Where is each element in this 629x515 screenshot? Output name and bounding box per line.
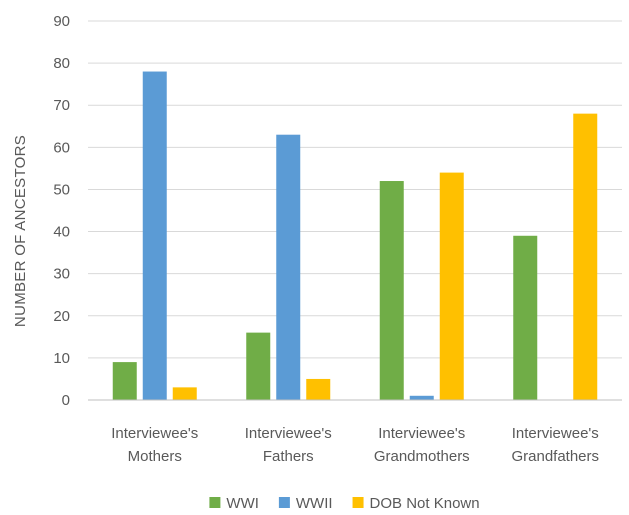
y-tick-label: 30 (53, 266, 70, 283)
legend-label: DOB Not Known (370, 495, 480, 512)
x-category-label: Interviewee's (512, 425, 599, 442)
bar-wwii (142, 71, 167, 401)
y-axis-ticks: 0 10 20 30 40 50 60 70 80 90 (53, 13, 70, 409)
gridlines (88, 20, 622, 359)
x-category-label: Interviewee's (111, 425, 198, 442)
bar-wwi (246, 332, 271, 400)
bar-wwi (513, 235, 538, 400)
bar-wwi (379, 181, 404, 400)
y-tick-label: 80 (53, 55, 70, 72)
legend: WWI WWII DOB Not Known (209, 495, 480, 512)
y-tick-label: 50 (53, 181, 70, 198)
legend-swatch (278, 497, 290, 508)
bar-dob-not-known (573, 113, 598, 401)
legend-label: WWI (226, 495, 258, 512)
legend-swatch (209, 497, 221, 508)
bar-dob-not-known (172, 387, 197, 400)
y-tick-label: 70 (53, 97, 70, 114)
y-tick-label: 0 (62, 392, 70, 409)
x-category-label: Interviewee's (378, 425, 465, 442)
y-tick-label: 60 (53, 139, 70, 156)
bar-dob-not-known (306, 378, 331, 400)
x-category-label: Grandmothers (374, 448, 470, 465)
legend-swatch (352, 497, 364, 508)
bar-wwii (409, 395, 434, 400)
y-tick-label: 40 (53, 224, 70, 241)
legend-item: WWI (209, 495, 259, 512)
x-category-label: Grandfathers (511, 448, 599, 465)
x-axis-categories: Interviewee's Mothers Interviewee's Fathers… (111, 425, 599, 465)
bar-wwi (112, 362, 137, 400)
legend-item: DOB Not Known (352, 495, 480, 512)
x-category-label: Interviewee's (245, 425, 332, 442)
bar-dob-not-known (439, 172, 464, 400)
y-axis-label: NUMBER OF ANCESTORS (12, 135, 29, 327)
x-category-label: Mothers (128, 448, 182, 465)
bars (112, 71, 598, 401)
legend-item: WWII (278, 495, 333, 512)
y-tick-label: 90 (53, 13, 70, 30)
y-tick-label: 10 (53, 350, 70, 367)
y-tick-label: 20 (53, 308, 70, 325)
x-category-label: Fathers (263, 448, 314, 465)
legend-label: WWII (296, 495, 333, 512)
bar-wwii (276, 134, 301, 400)
